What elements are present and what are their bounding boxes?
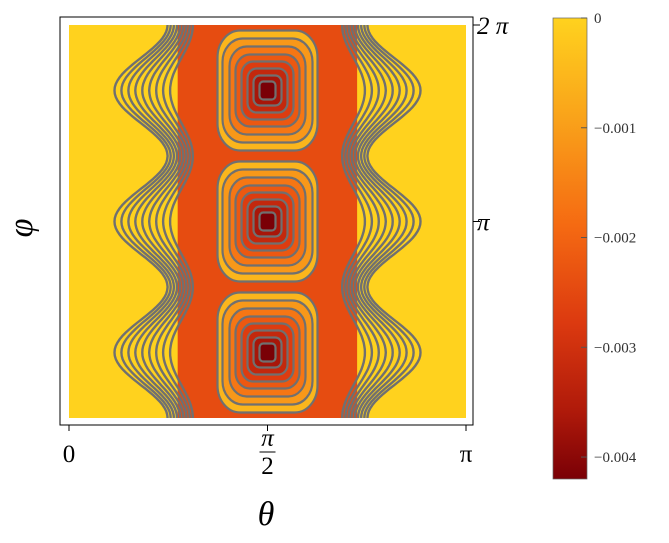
colorbar-tick-label: 0 bbox=[594, 11, 602, 27]
plot-frame bbox=[59, 16, 474, 426]
colorbar-tick-label: −0.003 bbox=[594, 340, 636, 356]
contour-line bbox=[353, 25, 394, 418]
minimum-contour bbox=[258, 342, 277, 363]
x-axis-label: θ bbox=[258, 496, 275, 533]
axis-ticks: 0π2 ππ2 π bbox=[63, 13, 510, 480]
y-tick-label: 2 π bbox=[477, 13, 510, 40]
colorbar-tick-label: −0.004 bbox=[594, 450, 637, 466]
contour-line bbox=[161, 25, 191, 418]
x-tick-label-denominator: 2 bbox=[261, 453, 274, 480]
minimum-contour bbox=[258, 211, 277, 232]
colorbar-tick-label: −0.001 bbox=[594, 121, 636, 137]
contour-line bbox=[154, 25, 188, 418]
y-tick-label: π bbox=[477, 210, 491, 237]
colorbar-ticks: 0 −0.001 −0.002 −0.003 −0.004 bbox=[581, 11, 637, 466]
contour-line bbox=[340, 25, 367, 418]
contour-line bbox=[127, 25, 176, 418]
contour-line bbox=[134, 25, 179, 418]
contour-line bbox=[168, 25, 195, 418]
contour-line bbox=[356, 25, 401, 418]
contour-line bbox=[359, 25, 408, 418]
contour-line bbox=[366, 25, 422, 418]
contour-line bbox=[347, 25, 381, 418]
colorbar-tick-label: −0.002 bbox=[594, 231, 636, 247]
contour-line bbox=[141, 25, 182, 418]
colorbar bbox=[552, 17, 588, 480]
x-tick-label: π bbox=[460, 441, 473, 468]
x-tick-label-numerator: π bbox=[261, 425, 275, 452]
contour-lines bbox=[113, 25, 422, 418]
x-tick-label: 0 bbox=[63, 441, 76, 468]
contour-line bbox=[363, 25, 415, 418]
contour-line bbox=[344, 25, 374, 418]
contour-line bbox=[147, 25, 185, 418]
y-axis-label: φ bbox=[3, 219, 40, 238]
contour-line bbox=[113, 25, 169, 418]
minimum-contour bbox=[258, 80, 277, 101]
contour-line bbox=[120, 25, 172, 418]
contour-line bbox=[350, 25, 388, 418]
